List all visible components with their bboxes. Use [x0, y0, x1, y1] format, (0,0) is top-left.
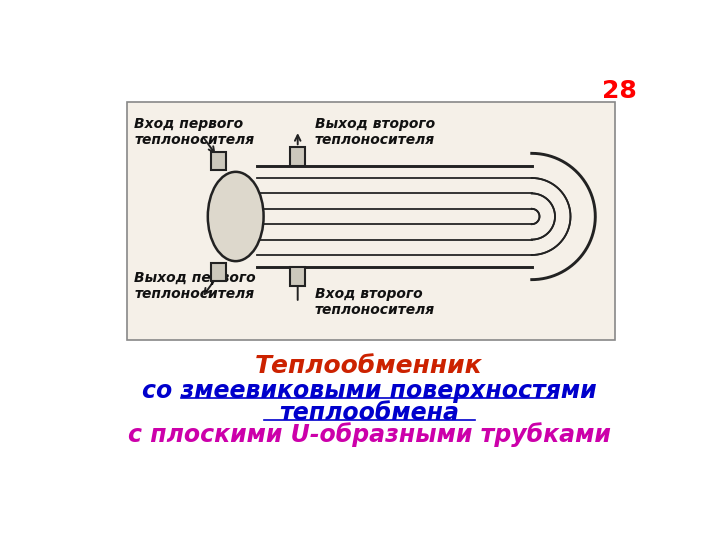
Text: Выход первого
теплоносителя: Выход первого теплоносителя [134, 271, 256, 301]
Bar [211, 262, 226, 281]
Text: теплообмена: теплообмена [279, 401, 459, 424]
Bar [290, 147, 305, 166]
Text: с плоскими U-образными трубками: с плоскими U-образными трубками [127, 422, 611, 447]
FancyBboxPatch shape [127, 102, 616, 340]
Bar [211, 152, 226, 170]
Bar [290, 267, 305, 286]
Ellipse shape [208, 172, 264, 261]
Text: Теплообменник: Теплообменник [255, 354, 483, 377]
Text: 28: 28 [602, 79, 636, 103]
Text: Вход второго
теплоносителя: Вход второго теплоносителя [315, 287, 435, 317]
Text: Вход первого
теплоносителя: Вход первого теплоносителя [134, 117, 254, 147]
Text: Выход второго
теплоносителя: Выход второго теплоносителя [315, 117, 435, 147]
Text: со змеевиковыми поверхностями: со змеевиковыми поверхностями [142, 379, 596, 403]
